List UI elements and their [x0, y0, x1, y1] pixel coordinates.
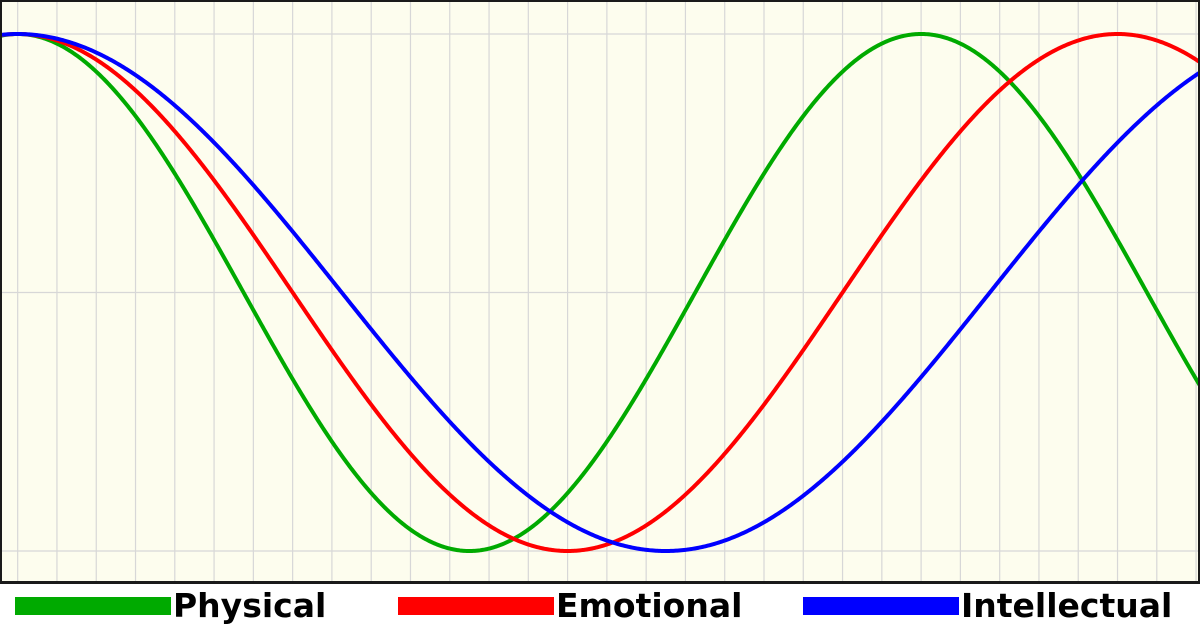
series-line-physical	[0, 32, 1200, 553]
legend-item-emotional: Emotional	[398, 586, 742, 625]
legend-swatch-emotional	[398, 597, 554, 615]
legend-label-intellectual: Intellectual	[961, 586, 1172, 625]
series-lines	[0, 32, 1200, 553]
series-line-intellectual	[0, 32, 1200, 553]
legend-swatch-physical	[15, 597, 171, 615]
series-line-emotional	[0, 32, 1200, 553]
legend-area	[0, 583, 1200, 630]
legend-label-emotional: Emotional	[556, 586, 742, 625]
legend-swatch-intellectual	[803, 597, 959, 615]
legend-label-physical: Physical	[173, 586, 326, 625]
legend-item-physical: Physical	[15, 586, 326, 625]
plot-area	[0, 0, 1200, 583]
legend-item-intellectual: Intellectual	[803, 586, 1172, 625]
